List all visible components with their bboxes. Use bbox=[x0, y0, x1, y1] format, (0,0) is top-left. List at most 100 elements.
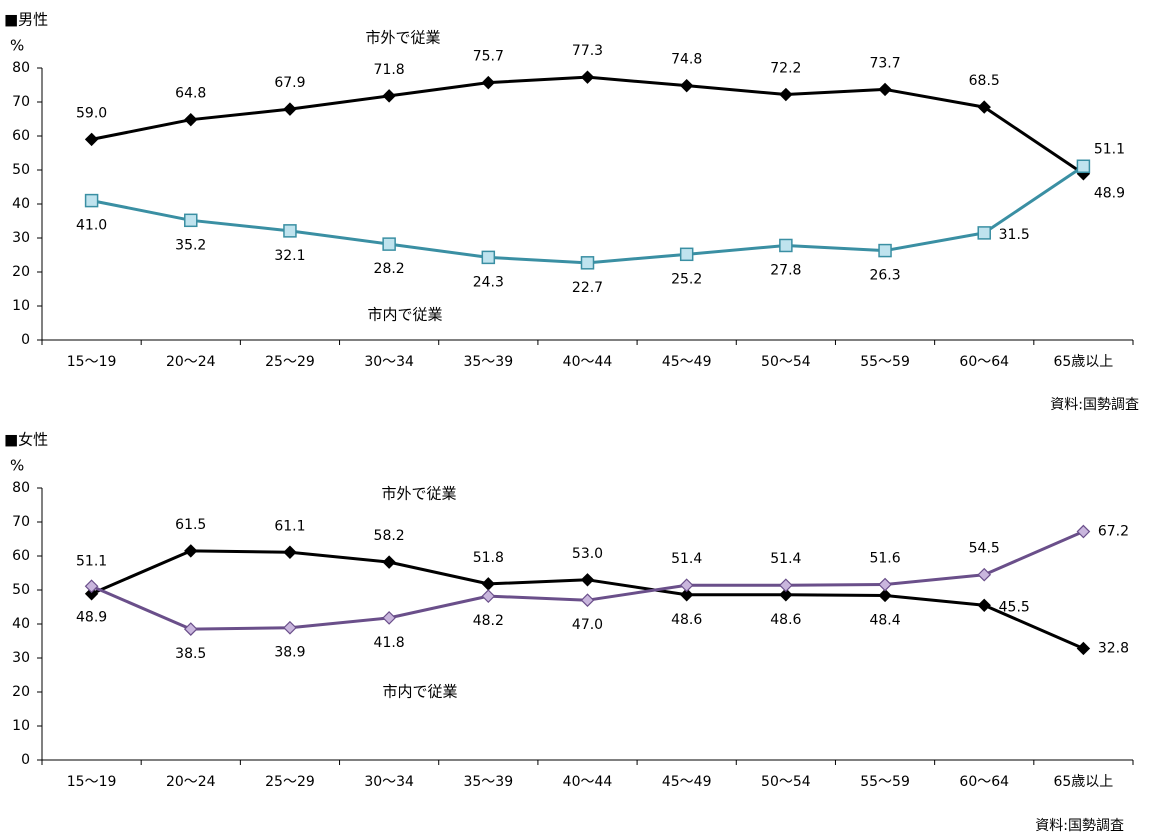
source-note: 資料:国勢調査 bbox=[1050, 397, 1139, 413]
data-label: 51.6 bbox=[869, 551, 900, 567]
data-label: 64.8 bbox=[175, 86, 206, 102]
data-point-diamond bbox=[977, 100, 991, 114]
data-label: 32.1 bbox=[274, 248, 305, 264]
y-tick-label: 50 bbox=[12, 162, 30, 178]
x-tick-label: 40～44 bbox=[563, 354, 613, 370]
y-tick-label: 60 bbox=[12, 128, 30, 144]
x-tick-label: 45～49 bbox=[662, 354, 712, 370]
x-tick-label: 65歳以上 bbox=[1053, 354, 1113, 370]
data-point-diamond bbox=[283, 102, 297, 116]
y-tick-label: 20 bbox=[12, 264, 30, 280]
data-point-diamond bbox=[878, 82, 892, 97]
y-tick-label: 30 bbox=[12, 650, 30, 666]
series-line-0 bbox=[91, 75, 1085, 175]
data-label: 38.5 bbox=[175, 646, 206, 662]
y-tick-label: 70 bbox=[12, 94, 30, 110]
data-point-square bbox=[283, 224, 297, 238]
y-tick-label: 50 bbox=[12, 582, 30, 598]
data-point-diamond bbox=[878, 588, 892, 603]
data-point-square bbox=[84, 193, 99, 208]
data-point-diamond bbox=[382, 555, 396, 569]
data-point-diamond bbox=[1076, 641, 1091, 656]
data-point-diamond bbox=[283, 545, 297, 559]
data-label: 48.9 bbox=[76, 610, 107, 626]
data-point-diamond bbox=[977, 598, 991, 613]
data-label: 48.6 bbox=[671, 612, 702, 628]
data-label: 35.2 bbox=[175, 237, 206, 253]
data-label: 24.3 bbox=[473, 274, 504, 290]
data-point-diamond bbox=[679, 578, 694, 593]
data-label: 48.9 bbox=[1094, 186, 1125, 202]
data-point-square bbox=[580, 256, 595, 270]
y-tick-label: 40 bbox=[12, 616, 30, 632]
y-tick-label: 60 bbox=[12, 548, 30, 564]
x-tick-label: 60～64 bbox=[959, 354, 1009, 370]
x-tick-label: 30～34 bbox=[364, 354, 414, 370]
data-label: 51.4 bbox=[770, 551, 801, 567]
data-point-diamond bbox=[779, 588, 793, 602]
data-label: 51.4 bbox=[671, 551, 702, 567]
data-label: 73.7 bbox=[869, 55, 900, 71]
x-tick-label: 35～39 bbox=[463, 774, 513, 790]
data-point-square bbox=[184, 213, 198, 228]
data-label: 58.2 bbox=[374, 528, 405, 544]
data-point-diamond bbox=[84, 579, 99, 594]
data-label: 75.7 bbox=[473, 49, 504, 65]
data-label: 48.4 bbox=[869, 612, 900, 628]
data-point-diamond bbox=[1076, 524, 1091, 539]
series-label: 市内で従業 bbox=[367, 306, 442, 324]
data-point-square bbox=[779, 238, 793, 253]
y-tick-label: 20 bbox=[12, 684, 30, 700]
x-tick-label: 25～29 bbox=[265, 354, 315, 370]
data-point-diamond bbox=[580, 593, 595, 608]
y-tick-label: 40 bbox=[12, 196, 30, 212]
y-axis-unit: % bbox=[10, 37, 24, 55]
data-point-square bbox=[878, 243, 892, 258]
data-label: 26.3 bbox=[869, 268, 900, 284]
data-point-diamond bbox=[679, 588, 694, 602]
x-tick-label: 50～54 bbox=[761, 774, 811, 790]
data-label: 54.5 bbox=[969, 541, 1000, 557]
y-tick-label: 80 bbox=[12, 60, 30, 76]
y-tick-label: 0 bbox=[21, 332, 30, 348]
source-note: 資料:国勢調査 bbox=[1035, 818, 1124, 834]
data-label: 61.1 bbox=[274, 518, 305, 534]
chart-male: ■男性% 0 10 20 30 40 50 60 70 80 15～19 20～24 25～29 30～3… bbox=[4, 11, 1139, 414]
x-tick-label: 50～54 bbox=[761, 354, 811, 370]
data-point-diamond bbox=[184, 112, 198, 127]
data-label: 48.6 bbox=[770, 612, 801, 628]
data-label: 67.2 bbox=[1098, 524, 1129, 540]
data-point-diamond bbox=[382, 89, 396, 103]
series-label: 市外で従業 bbox=[381, 485, 456, 503]
data-label: 31.5 bbox=[999, 227, 1030, 243]
x-tick-label: 65歳以上 bbox=[1053, 774, 1113, 790]
data-label: 45.5 bbox=[999, 599, 1030, 615]
data-point-diamond bbox=[481, 577, 496, 591]
data-label: 71.8 bbox=[374, 62, 405, 78]
y-tick-label: 80 bbox=[12, 480, 30, 496]
data-label: 51.1 bbox=[1094, 141, 1125, 157]
data-point-diamond bbox=[84, 132, 99, 147]
data-point-diamond bbox=[481, 589, 496, 603]
x-tick-label: 55～59 bbox=[860, 774, 910, 790]
data-label: 59.0 bbox=[76, 105, 107, 121]
x-tick-label: 40～44 bbox=[563, 774, 613, 790]
series-line-1 bbox=[91, 165, 1085, 265]
x-tick-label: 15～19 bbox=[67, 354, 117, 370]
series-label: 市内で従業 bbox=[382, 683, 457, 701]
x-tick-label: 60～64 bbox=[959, 774, 1009, 790]
data-point-diamond bbox=[382, 611, 396, 625]
data-label: 77.3 bbox=[572, 43, 603, 59]
data-label: 72.2 bbox=[770, 61, 801, 77]
series-label: 市外で従業 bbox=[365, 29, 440, 47]
x-tick-label: 45～49 bbox=[662, 774, 712, 790]
data-point-square bbox=[1076, 159, 1091, 174]
data-label: 41.0 bbox=[76, 218, 107, 234]
y-tick-label: 0 bbox=[21, 752, 30, 768]
y-tick-label: 10 bbox=[12, 298, 30, 314]
data-point-diamond bbox=[84, 587, 99, 601]
data-label: 67.9 bbox=[274, 75, 305, 91]
data-point-square bbox=[679, 247, 694, 262]
